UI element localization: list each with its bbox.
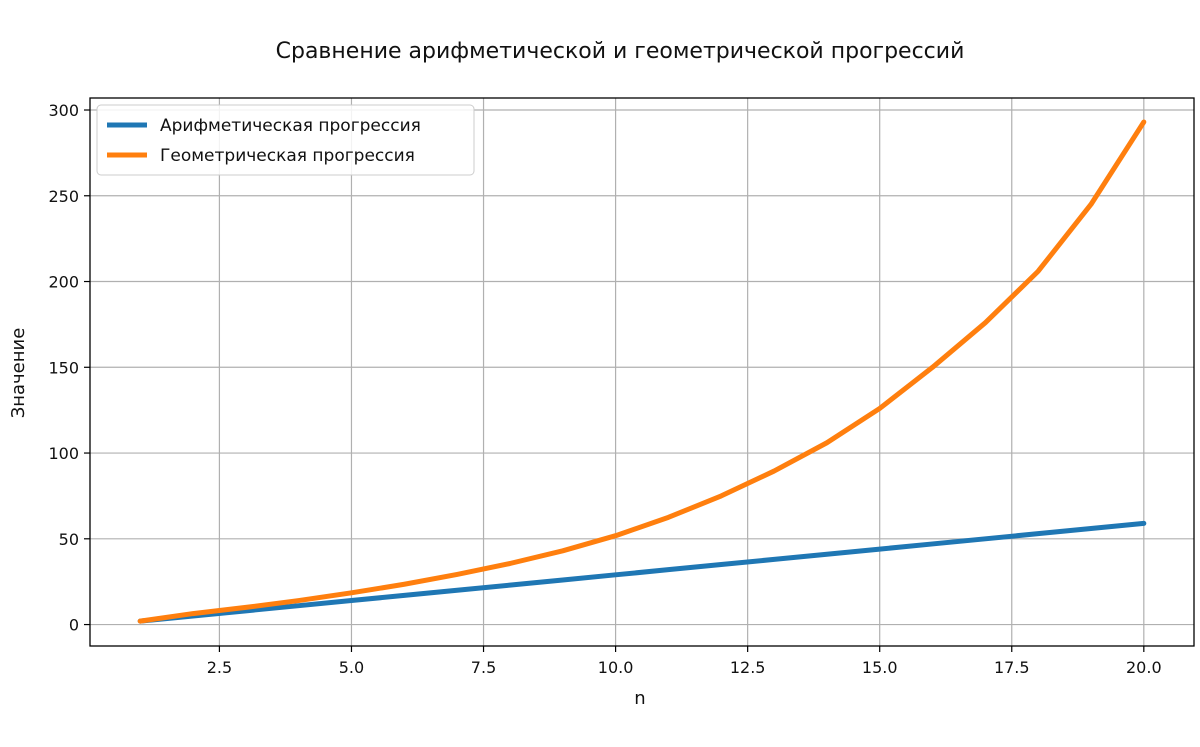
x-tick-label: 12.5 <box>730 658 766 677</box>
legend: Арифметическая прогрессия Геометрическая… <box>96 104 475 176</box>
series-line-geometric <box>137 119 1147 624</box>
y-tick-label: 200 <box>48 273 79 292</box>
x-tick-label: 15.0 <box>862 658 898 677</box>
x-tick-label: 7.5 <box>471 658 496 677</box>
series-line-arithmetic <box>137 520 1147 624</box>
y-tick-label: 0 <box>69 616 79 635</box>
legend-label-geometric: Геометрическая прогрессия <box>160 146 415 166</box>
y-tick-label: 150 <box>48 358 79 377</box>
x-tick-label: 2.5 <box>207 658 232 677</box>
x-tick-label: 17.5 <box>994 658 1030 677</box>
x-axis-label: n <box>634 688 645 709</box>
plot-frame <box>89 97 1195 647</box>
axis-ticks: 2.5 5.0 7.5 10.0 12.5 15.0 17.5 20.0 0 50 100 150 20… <box>48 101 1161 677</box>
y-axis-label: Значение <box>8 328 29 419</box>
legend-label-arithmetic: Арифметическая прогрессия <box>160 116 421 136</box>
y-tick-label: 100 <box>48 444 79 463</box>
y-tick-label: 300 <box>48 101 79 120</box>
y-tick-label: 50 <box>59 530 79 549</box>
y-tick-label: 250 <box>48 187 79 206</box>
plot-series <box>137 119 1147 624</box>
x-tick-label: 5.0 <box>339 658 364 677</box>
grid-lines <box>90 98 1194 646</box>
x-tick-label: 20.0 <box>1126 658 1162 677</box>
chart-title: Сравнение арифметической и геометрическо… <box>276 39 965 64</box>
x-tick-label: 10.0 <box>598 658 634 677</box>
legend-box <box>96 104 475 176</box>
